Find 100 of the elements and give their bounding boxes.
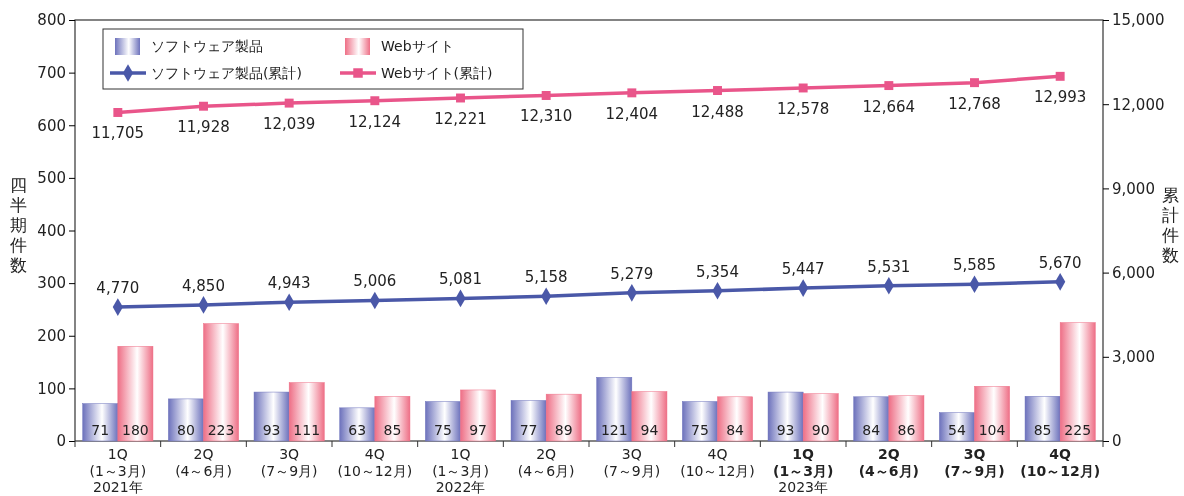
text: 2022年 xyxy=(435,479,486,495)
x-tick-label: 3Q (7～9月) xyxy=(260,446,318,479)
data-label: 93 xyxy=(776,422,795,438)
bar xyxy=(510,400,547,442)
data-label: 180 xyxy=(122,422,149,438)
x-tick-label: 1Q (1～3月) xyxy=(89,446,147,479)
bar xyxy=(117,346,154,442)
point xyxy=(970,78,979,88)
y-tick-label: 400 xyxy=(37,221,66,240)
data-label: 5,279 xyxy=(610,264,654,283)
data-label: 5,354 xyxy=(696,262,739,281)
bar xyxy=(767,391,804,442)
data-label: 90 xyxy=(811,422,830,438)
x-tick-label: 1Q (1～3月) xyxy=(773,446,834,479)
bar xyxy=(888,395,925,442)
data-label: 97 xyxy=(469,422,487,438)
data-label: 75 xyxy=(434,422,452,438)
data-label: 12,664 xyxy=(862,97,916,116)
bar xyxy=(374,396,411,442)
x-tick-label: 1Q (1～3月) xyxy=(432,446,489,479)
data-label: 4,770 xyxy=(96,279,140,298)
text: 2021年 xyxy=(93,479,143,495)
x-tick-label: 3Q (7～9月) xyxy=(603,446,661,479)
data-label: 5,447 xyxy=(781,260,825,279)
y2-axis-title: 累計件数 xyxy=(1161,184,1179,265)
data-label: 12,221 xyxy=(434,110,487,128)
y-axis-title: 四半期件数 xyxy=(9,174,27,275)
x-tick-label: 4Q (10～12月) xyxy=(337,446,413,479)
x-tick-label: 2Q (4～6月) xyxy=(858,446,919,479)
data-label: 12,310 xyxy=(519,107,573,126)
point xyxy=(284,98,294,108)
bar xyxy=(339,407,376,442)
data-label: 121 xyxy=(600,422,628,438)
bar xyxy=(545,393,582,442)
y2-tick-label: 6,000 xyxy=(1112,263,1155,282)
data-label: 5,006 xyxy=(353,272,397,291)
legend-label: ソフトウェア製品 xyxy=(151,38,263,54)
bar xyxy=(168,398,204,442)
data-label: 80 xyxy=(177,422,195,438)
y-tick-label: 100 xyxy=(37,379,66,398)
data-label: 5,531 xyxy=(867,257,911,276)
point xyxy=(199,101,208,111)
bar xyxy=(974,386,1010,442)
y2-tick-label: 0 xyxy=(1112,432,1122,451)
y2-tick-label: 12,000 xyxy=(1112,95,1165,114)
data-label: 4,850 xyxy=(182,276,225,295)
data-label: 89 xyxy=(554,422,573,438)
data-label: 104 xyxy=(978,422,1006,438)
data-label: 12,488 xyxy=(691,102,744,121)
bar xyxy=(253,391,290,442)
y-tick-label: 600 xyxy=(37,116,66,135)
data-label: 63 xyxy=(348,422,367,438)
bar xyxy=(82,403,119,442)
point xyxy=(113,108,123,117)
data-label: 77 xyxy=(519,422,538,438)
data-label: 111 xyxy=(293,422,321,438)
data-label: 12,993 xyxy=(1033,88,1087,107)
bar xyxy=(853,396,890,442)
bar xyxy=(1059,322,1096,442)
data-label: 11,928 xyxy=(177,118,230,137)
data-label: 75 xyxy=(691,422,709,438)
data-label: 54 xyxy=(948,422,966,438)
data-label: 5,585 xyxy=(953,256,996,275)
data-label: 5,081 xyxy=(439,270,482,289)
point xyxy=(541,91,551,100)
bar xyxy=(425,401,461,442)
x-tick-label: 4Q (10～12月) xyxy=(1020,446,1101,479)
data-label: 71 xyxy=(91,422,110,438)
legend-label: Webサイト(累計) xyxy=(381,65,493,81)
data-label: 225 xyxy=(1064,422,1092,438)
bar xyxy=(802,393,839,442)
bar xyxy=(717,396,753,442)
point xyxy=(370,96,380,106)
y-tick-label: 700 xyxy=(37,63,66,82)
data-label: 11,705 xyxy=(91,124,145,143)
point xyxy=(627,88,637,98)
bar xyxy=(939,412,975,442)
bar xyxy=(631,391,668,442)
data-label: 12,124 xyxy=(348,112,402,131)
point xyxy=(456,93,465,103)
data-label: 85 xyxy=(383,422,402,438)
y-tick-label: 0 xyxy=(56,432,66,451)
data-label: 12,404 xyxy=(605,104,659,123)
x-tick-label: 3Q (7～9月) xyxy=(944,446,1005,479)
data-label: 12,578 xyxy=(776,99,830,118)
data-label: 223 xyxy=(207,422,235,438)
point xyxy=(884,81,894,91)
bar xyxy=(596,377,633,442)
x-tick-label: 4Q (10～12月) xyxy=(680,446,755,479)
x-tick-label: 2Q (4～6月) xyxy=(175,446,232,479)
y2-tick-label: 3,000 xyxy=(1112,348,1155,367)
y-tick-label: 500 xyxy=(37,169,66,188)
y-tick-label: 800 xyxy=(37,11,66,30)
point xyxy=(713,86,722,95)
data-label: 84 xyxy=(726,422,745,438)
y-tick-label: 200 xyxy=(37,327,66,346)
data-label: 93 xyxy=(262,422,281,438)
text: 2023年 xyxy=(778,479,828,495)
data-label: 84 xyxy=(862,422,881,438)
legend-label: Webサイト xyxy=(381,38,454,54)
